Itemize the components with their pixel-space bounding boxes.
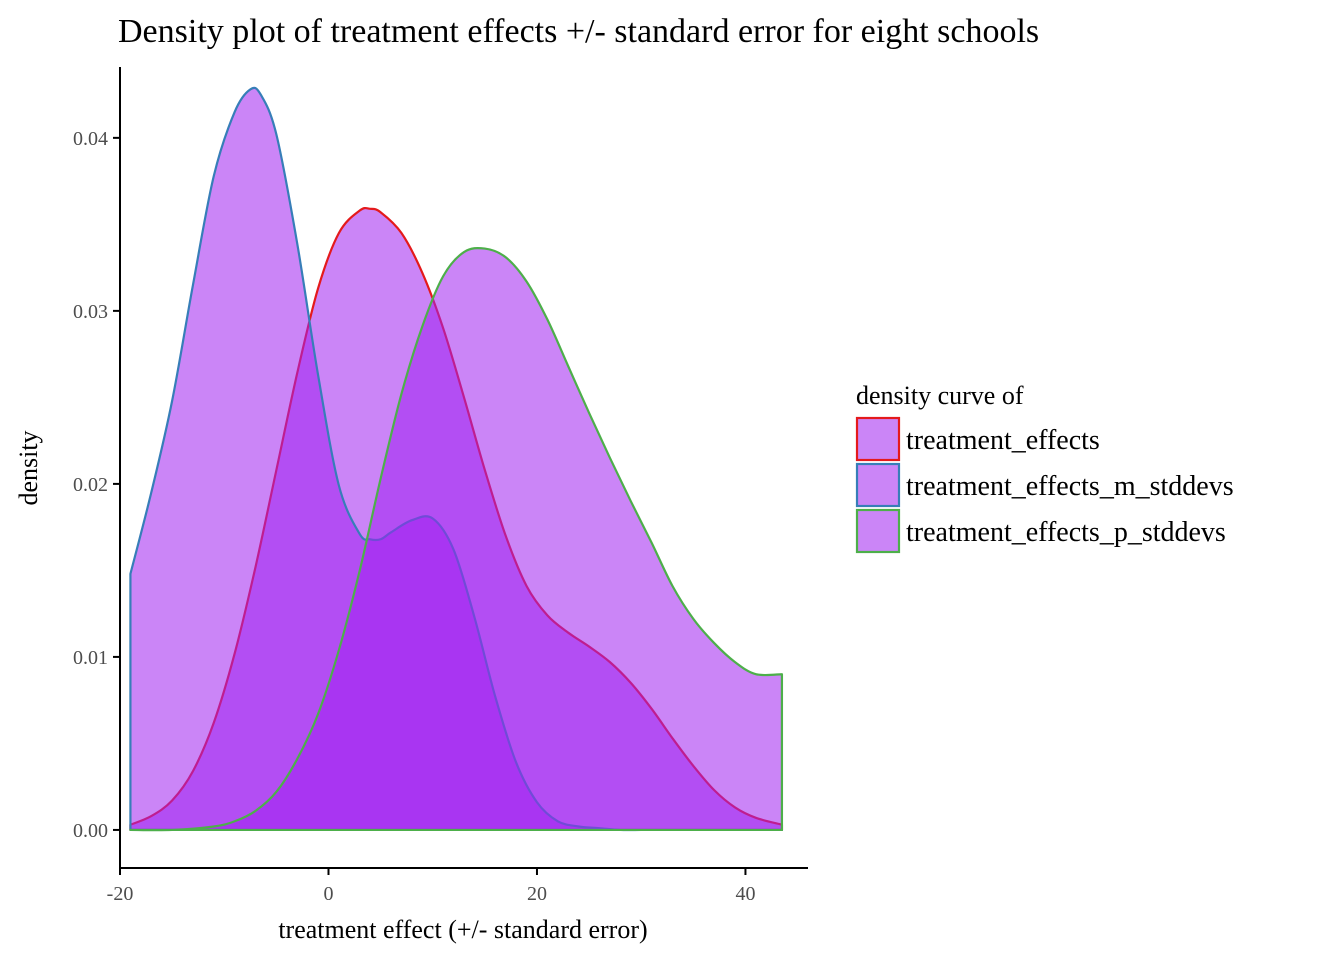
x-axis-ticks: -20 0 20 40 <box>107 868 755 905</box>
x-tick-label: -20 <box>107 883 134 905</box>
legend-swatch <box>855 416 901 462</box>
legend-item-treatment-effects-p-stddevs: treatment_effects_p_stddevs <box>855 508 1226 554</box>
y-axis-ticks: 0.00 0.01 0.02 0.03 0.04 <box>73 128 120 842</box>
legend-item-treatment-effects-m-stddevs: treatment_effects_m_stddevs <box>855 462 1234 508</box>
density-area-treatment-effects-p-stddevs <box>129 246 784 832</box>
density-areas <box>129 86 784 832</box>
legend-swatch <box>855 462 901 508</box>
chart-title: Density plot of treatment effects +/- st… <box>118 13 1039 50</box>
axes: 0.00 0.01 0.02 0.03 0.04 -20 0 20 40 <box>73 67 808 905</box>
legend-swatch <box>855 508 901 554</box>
x-tick-label: 0 <box>323 883 333 905</box>
x-tick-label: 20 <box>527 883 547 905</box>
legend-label: treatment_effects_m_stddevs <box>906 471 1234 502</box>
y-axis-title: density <box>14 430 43 505</box>
legend-title: density curve of <box>856 381 1024 410</box>
y-tick-label: 0.01 <box>73 647 108 669</box>
legend-item-treatment-effects: treatment_effects <box>855 416 1100 462</box>
x-tick-label: 40 <box>735 883 755 905</box>
y-tick-label: 0.00 <box>73 820 108 842</box>
y-tick-label: 0.03 <box>73 301 108 323</box>
legend-label: treatment_effects_p_stddevs <box>906 517 1226 548</box>
y-tick-label: 0.04 <box>73 128 108 150</box>
x-axis-title: treatment effect (+/- standard error) <box>278 915 647 944</box>
legend-label: treatment_effects <box>906 425 1100 456</box>
y-tick-label: 0.02 <box>73 474 108 496</box>
legend-items: treatment_effects treatment_effects_m_std… <box>855 416 1234 554</box>
legend: density curve of treatment_effectstreatm… <box>855 381 1234 554</box>
